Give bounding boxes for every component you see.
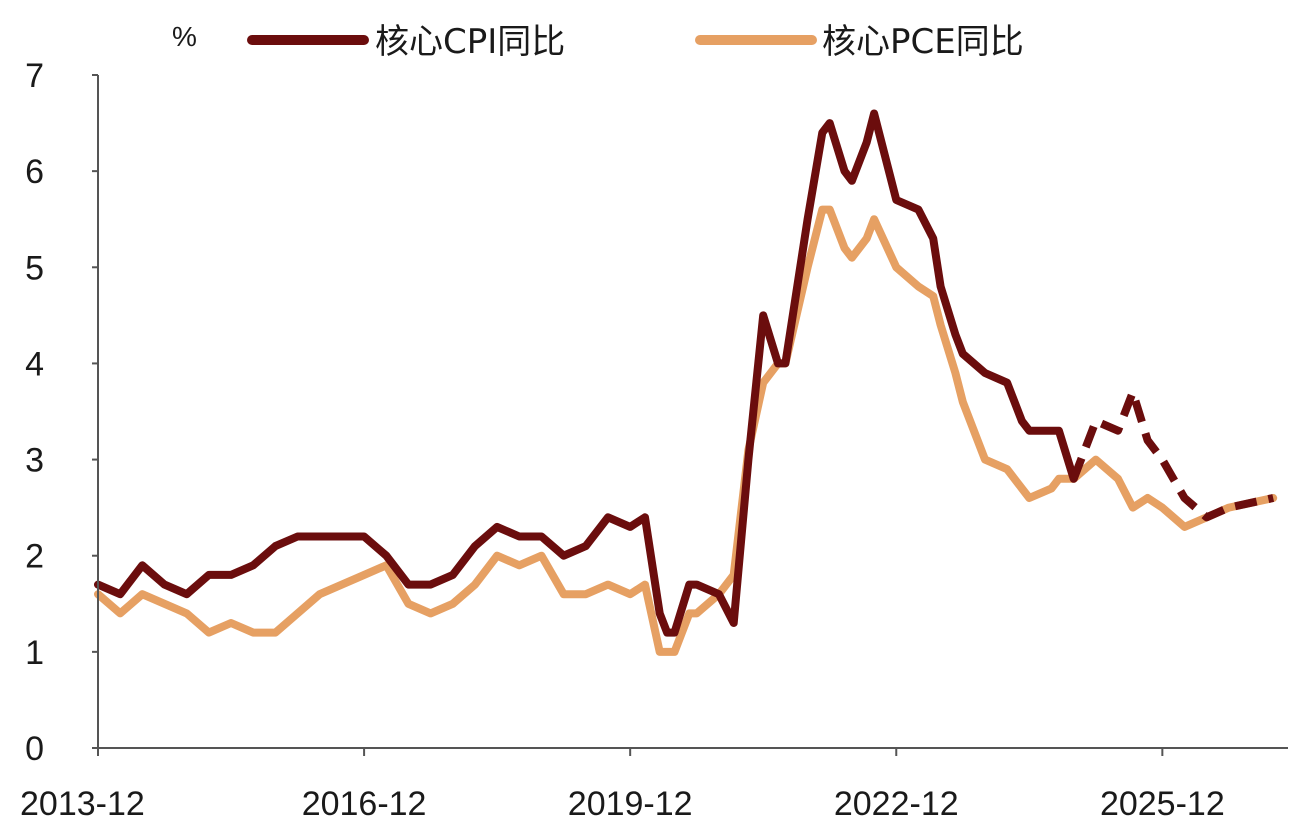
- legend: 核心CPI同比 核心PCE同比: [247, 22, 1024, 62]
- x-tick-label: 2016-12: [302, 785, 427, 823]
- y-tick-label: 3: [25, 442, 44, 480]
- y-tick-label: 1: [25, 634, 44, 672]
- y-axis-ticks: 0 1 2 3 4 5 6 7: [25, 57, 98, 768]
- series-line-core-cpi-forecast: [1069, 388, 1275, 522]
- y-tick-label: 4: [25, 345, 44, 383]
- x-tick-label: 2013-12: [20, 785, 145, 823]
- y-tick-label: 5: [25, 249, 44, 287]
- y-tick-label: 0: [25, 730, 44, 768]
- y-tick-label: 2: [25, 538, 44, 576]
- y-axis-unit: %: [172, 21, 197, 52]
- y-tick-label: 6: [25, 153, 44, 191]
- legend-label: 核心PCE同比: [822, 22, 1024, 62]
- legend-label: 核心CPI同比: [375, 22, 565, 62]
- series-line-core-cpi: [94, 109, 1078, 637]
- y-tick-label: 7: [25, 57, 44, 95]
- plot-area: [94, 109, 1278, 656]
- x-tick-label: 2022-12: [834, 785, 959, 823]
- x-tick-label: 2025-12: [1100, 785, 1225, 823]
- axes: [97, 75, 1288, 749]
- x-tick-label: 2019-12: [568, 785, 693, 823]
- x-axis-ticks: 2013-12 2016-12 2019-12 2022-12 2025-12: [20, 748, 1225, 823]
